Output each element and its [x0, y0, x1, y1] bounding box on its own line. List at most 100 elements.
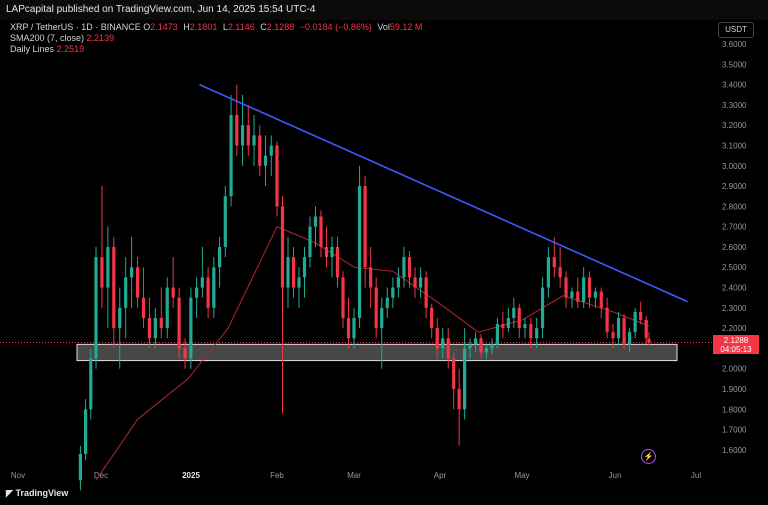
candle-body [212, 267, 216, 308]
daily-lines-value: 2.2519 [56, 44, 85, 54]
y-tick-label: 3.1000 [722, 142, 747, 151]
candle-body [246, 125, 250, 146]
candle-body [147, 317, 152, 339]
currency-button[interactable]: USDT [718, 22, 754, 38]
y-tick-label: 1.9000 [722, 385, 747, 394]
candle-body [229, 115, 233, 197]
candle-body [540, 287, 545, 329]
x-tick-label: Feb [270, 471, 284, 480]
candle-body [402, 257, 406, 278]
y-tick-label: 2.9000 [722, 182, 747, 191]
y-tick-label: 3.3000 [722, 101, 747, 110]
candle-body [252, 135, 256, 146]
candle-body [112, 246, 116, 329]
candle-body [479, 338, 483, 353]
legend-sma-row[interactable]: SMA200 (7, close) 2.2139 [10, 33, 425, 44]
sma-line [95, 226, 650, 481]
candle-body [130, 267, 134, 278]
low-label: L [222, 22, 228, 32]
change-value: −0.0184 (−0.86%) [299, 22, 372, 32]
candle-body [308, 226, 312, 258]
candle-body [335, 246, 340, 278]
candle-body [165, 287, 169, 329]
tradingview-footer[interactable]: ◤ TradingView [6, 488, 68, 499]
x-tick-label: Dec [94, 471, 108, 480]
candle-body [235, 115, 239, 146]
candle-body [413, 277, 417, 288]
candle-body [628, 332, 632, 345]
tradingview-brand: TradingView [15, 488, 69, 498]
candle-body [396, 277, 400, 288]
candle-body [391, 287, 395, 298]
candle-body [523, 324, 527, 329]
candle-body [223, 196, 227, 247]
candle-body [441, 338, 445, 349]
candle-body [473, 338, 478, 345]
candle-body [380, 307, 384, 329]
candle-body [616, 317, 621, 339]
candle-body [506, 317, 510, 329]
candle-body [346, 317, 351, 339]
candle-body [171, 287, 175, 298]
candle-body [374, 287, 378, 329]
candle-body [291, 257, 296, 288]
candle-body [341, 277, 345, 318]
candle-body [457, 388, 461, 410]
candle-body [319, 216, 323, 247]
candle-body [599, 291, 603, 308]
x-tick-label: Jul [691, 471, 701, 480]
candle-body [153, 317, 157, 339]
candle-body [206, 277, 210, 308]
candle-body [587, 277, 592, 298]
candle-body [258, 135, 262, 166]
legend-lines-row[interactable]: Daily Lines 2.2519 [10, 44, 425, 55]
candle-body [352, 317, 356, 339]
candle-body [89, 358, 93, 410]
x-tick-label: 2025 [182, 471, 200, 480]
candle-body [501, 324, 505, 329]
open-value: 2.1473 [150, 22, 178, 32]
y-tick-label: 3.0000 [722, 162, 747, 171]
y-tick-label: 3.4000 [722, 81, 747, 90]
candle-body [240, 125, 245, 146]
candle-body [452, 358, 456, 389]
candle-body [94, 257, 98, 359]
candle-body [357, 186, 362, 318]
lightning-icon[interactable]: ⚡ [641, 449, 656, 464]
candle-body [611, 332, 615, 339]
candle-body [269, 145, 273, 156]
candle-body [490, 344, 494, 349]
candle-body [644, 320, 648, 339]
candle-body [570, 291, 574, 298]
candle-body [605, 307, 609, 333]
candle-body [512, 307, 516, 318]
last-price-value: 2.1288 [723, 336, 749, 345]
legend-ohlc-row: XRP / TetherUS · 1D · BINANCE O2.1473 H2… [10, 22, 425, 33]
candle-body [576, 291, 580, 302]
open-label: O [143, 22, 151, 32]
y-tick-label: 3.5000 [722, 60, 747, 69]
candle-body [141, 297, 146, 318]
candle-body [463, 348, 467, 410]
candle-body [430, 307, 434, 329]
support-zone [76, 343, 678, 362]
candle-body [118, 307, 122, 329]
candle-body [407, 257, 412, 278]
candle-body [330, 246, 334, 258]
tradingview-logo-icon: ◤ [6, 488, 13, 498]
candle-body [78, 453, 82, 481]
candle-body [535, 328, 539, 339]
y-tick-label: 2.4000 [722, 284, 747, 293]
symbol-label[interactable]: XRP / TetherUS · 1D · BINANCE [10, 22, 141, 32]
published-line: LAPcapital published on TradingView.com,… [6, 4, 316, 15]
last-price-tag: 2.1288 04:05:13 [713, 335, 759, 354]
candle-body [324, 246, 329, 258]
candle-body [593, 291, 597, 298]
y-tick-label: 1.6000 [722, 446, 747, 455]
candle-body [177, 297, 181, 349]
volume-value: 59.12 M [389, 22, 423, 32]
candle-body [546, 257, 551, 288]
y-tick-label: 2.2000 [722, 324, 747, 333]
y-tick-label: 2.8000 [722, 202, 747, 211]
